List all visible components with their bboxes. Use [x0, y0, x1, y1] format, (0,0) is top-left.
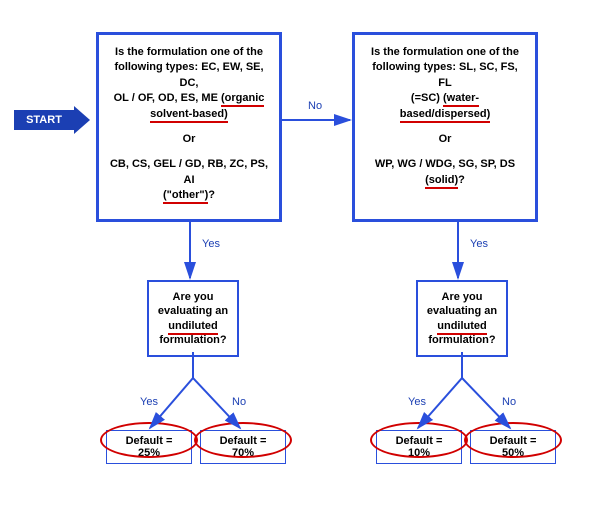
decision-box-water-solid: Is the formulation one of the following …	[352, 32, 538, 222]
box2-l6: (solid)?	[365, 173, 525, 188]
box2-l5: WP, WG / WDG, SG, SP, DS	[365, 157, 525, 172]
edge-label-no-2: No	[232, 396, 246, 408]
result-25: Default = 25%	[106, 430, 192, 464]
qa-l3: undiluted	[155, 319, 231, 333]
edge-label-no-3: No	[502, 396, 516, 408]
start-arrow: START	[14, 106, 92, 134]
box1-l4u: solvent-based)	[150, 108, 228, 123]
result-50: Default = 50%	[470, 430, 556, 464]
box1-l6: ("other")?	[109, 188, 269, 203]
edge-label-yes-1: Yes	[202, 238, 220, 250]
result-10: Default = 10%	[376, 430, 462, 464]
start-arrowhead	[74, 106, 90, 134]
box1-l3: OL / OF, OD, ES, ME (organic	[109, 91, 269, 106]
box2-l3: (=SC) (water-	[365, 91, 525, 106]
box1-l2: following types: EC, EW, SE, DC,	[109, 60, 269, 91]
box1-l4: solvent-based)	[109, 107, 269, 122]
box2-l3b: (water-	[443, 92, 479, 107]
qb-l4: formulation?	[424, 333, 500, 347]
question-box-undiluted-b: Are you evaluating an undiluted formulat…	[416, 280, 508, 357]
box2-l2: following types: SL, SC, FS, FL	[365, 60, 525, 91]
qb-l1: Are you	[424, 290, 500, 304]
qa-l2: evaluating an	[155, 304, 231, 318]
box2-l3a: (=SC)	[411, 92, 443, 104]
edge-label-yes-4: Yes	[408, 396, 426, 408]
qa-l4: formulation?	[155, 333, 231, 347]
edge-label-yes-3: Yes	[140, 396, 158, 408]
edge-label-no-1: No	[308, 100, 322, 112]
box1-l5: CB, CS, GEL / GD, RB, ZC, PS, AI	[109, 157, 269, 188]
box2-l6u: (solid)	[425, 174, 458, 189]
box1-l3b: (organic	[221, 92, 264, 107]
qa-l1: Are you	[155, 290, 231, 304]
box1-l3a: OL / OF, OD, ES, ME	[114, 92, 221, 104]
box1-l6t: ?	[208, 189, 215, 201]
qb-l2: evaluating an	[424, 304, 500, 318]
box2-l4: based/dispersed)	[365, 107, 525, 122]
box2-l4u: based/dispersed)	[400, 108, 490, 123]
question-box-undiluted-a: Are you evaluating an undiluted formulat…	[147, 280, 239, 357]
box1-or: Or	[109, 132, 269, 147]
box2-l1: Is the formulation one of the	[365, 45, 525, 60]
box1-l1: Is the formulation one of the	[109, 45, 269, 60]
result-70: Default = 70%	[200, 430, 286, 464]
start-label: START	[14, 110, 74, 130]
box2-l6t: ?	[458, 174, 465, 186]
box2-or: Or	[365, 132, 525, 147]
edge-label-yes-2: Yes	[470, 238, 488, 250]
qb-l3: undiluted	[424, 319, 500, 333]
box1-l6u: ("other")	[163, 189, 208, 204]
decision-box-organic: Is the formulation one of the following …	[96, 32, 282, 222]
